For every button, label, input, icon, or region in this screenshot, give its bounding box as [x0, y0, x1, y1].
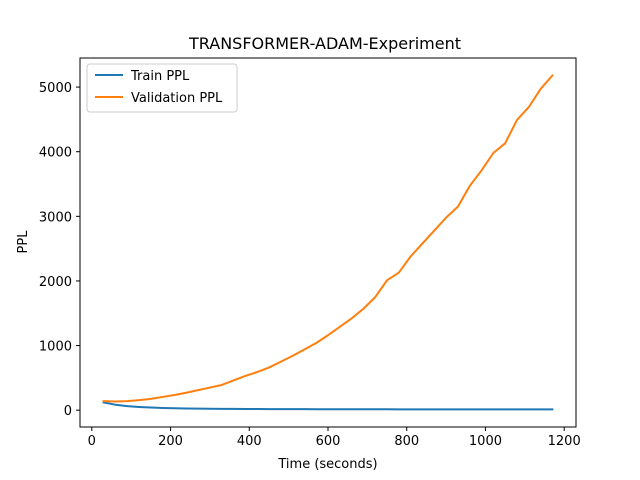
- legend-label-train: Train PPL: [130, 69, 190, 84]
- y-tick-label: 1000: [39, 340, 72, 355]
- y-axis-ticks: 0 1000 2000 3000 4000 5000: [39, 81, 80, 419]
- legend-label-validation: Validation PPL: [131, 91, 223, 106]
- y-tick-label: 5000: [39, 81, 72, 96]
- x-tick-label: 400: [237, 434, 262, 449]
- x-tick-label: 1200: [548, 434, 581, 449]
- series-line-train-ppl: [102, 401, 554, 411]
- plot-lines: [102, 74, 554, 411]
- x-tick-label: 0: [88, 434, 96, 449]
- y-tick-label: 3000: [39, 210, 72, 225]
- x-tick-label: 200: [158, 434, 183, 449]
- x-tick-label: 600: [316, 434, 341, 449]
- y-axis-label: PPL: [16, 230, 31, 254]
- legend-box: [86, 63, 238, 113]
- legend: Train PPL Validation PPL: [86, 63, 238, 113]
- series-line-validation-ppl: [102, 74, 554, 403]
- plot-frame: [79, 57, 577, 428]
- y-tick-label: 4000: [39, 146, 72, 161]
- x-tick-label: 1000: [469, 434, 502, 449]
- chart-title: TRANSFORMER-ADAM-Experiment: [188, 34, 461, 53]
- x-axis-label: Time (seconds): [277, 457, 377, 472]
- y-tick-label: 2000: [39, 275, 72, 290]
- y-tick-label: 0: [64, 404, 72, 419]
- x-tick-label: 800: [394, 434, 419, 449]
- x-axis-ticks: 0 200 400 600 800 1000 1200: [88, 427, 581, 449]
